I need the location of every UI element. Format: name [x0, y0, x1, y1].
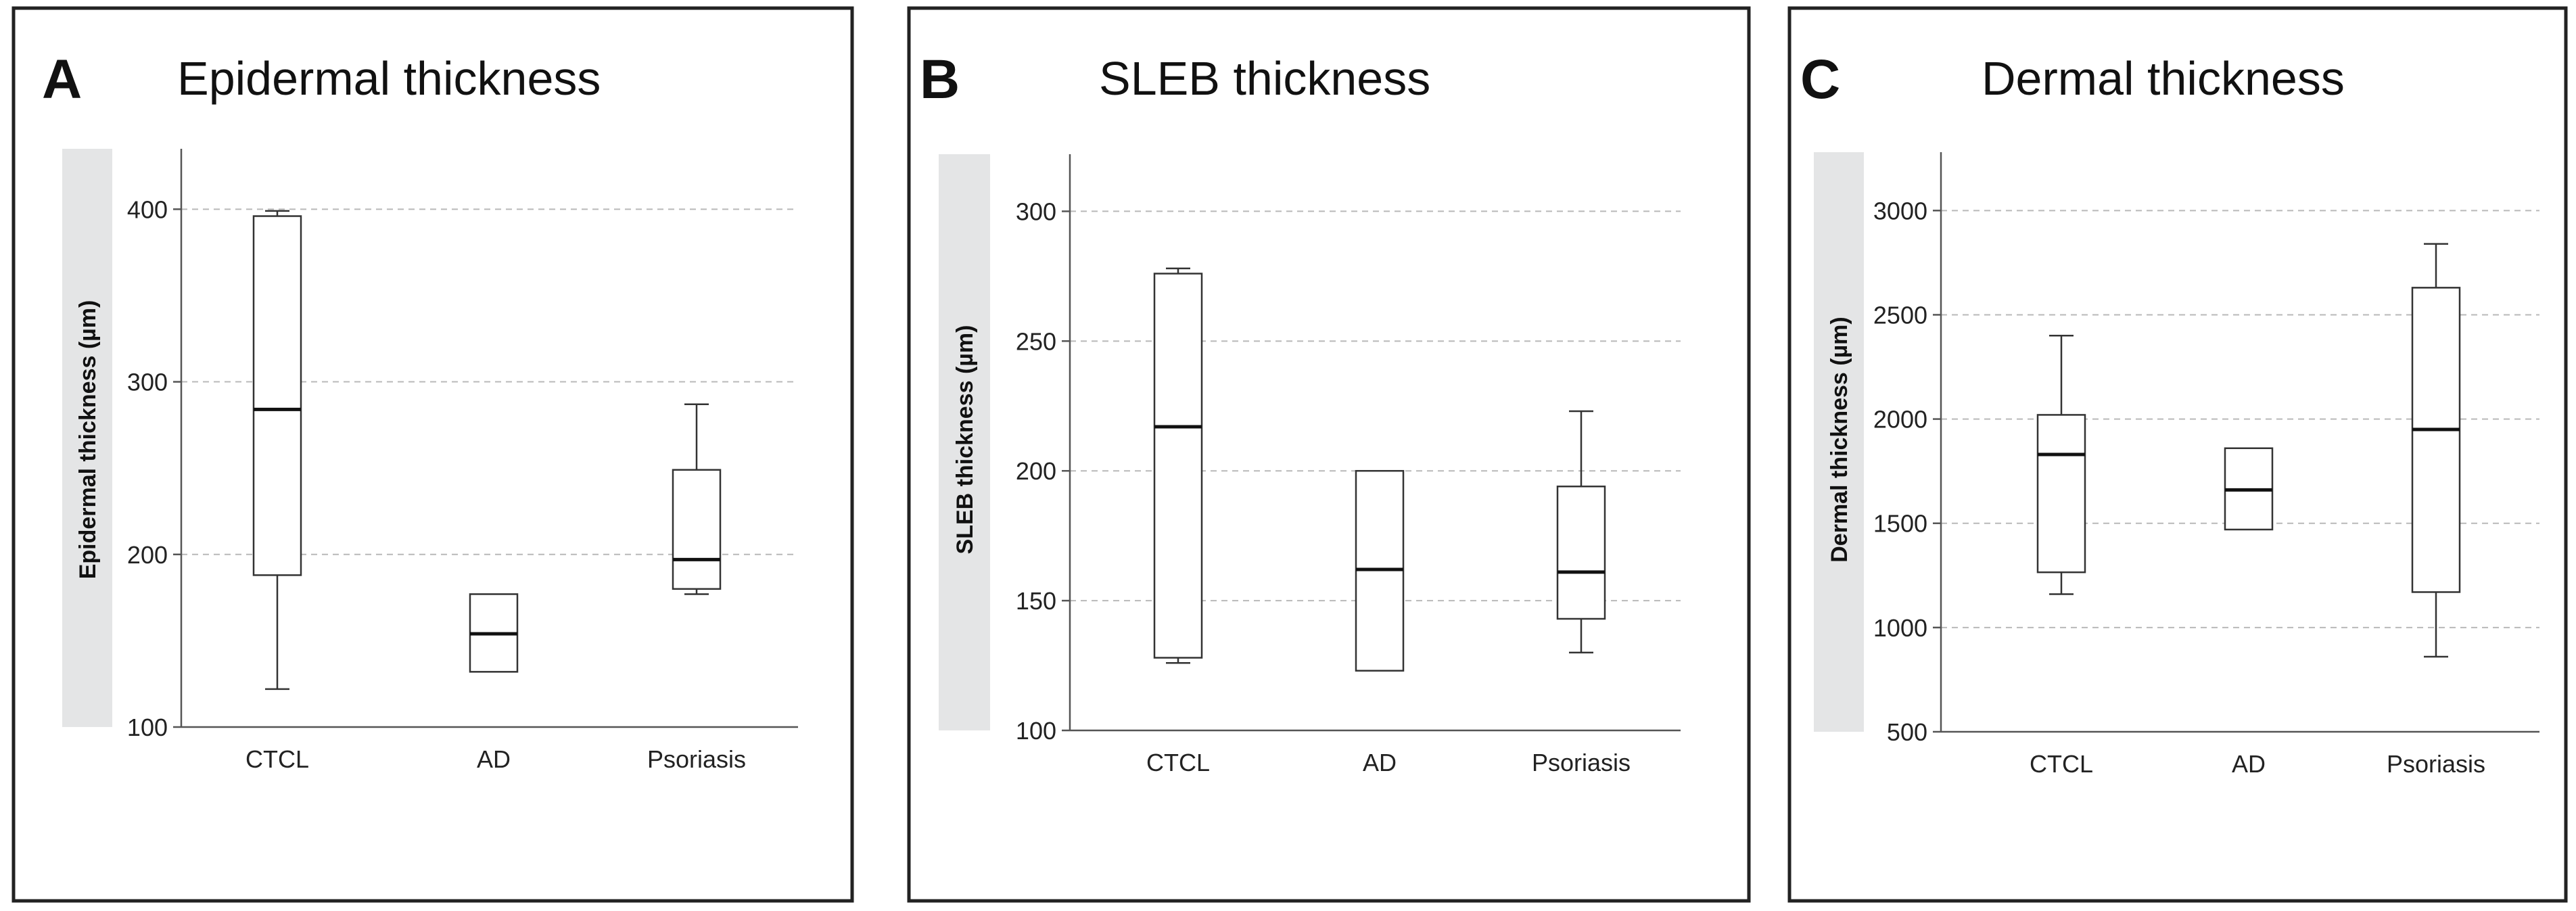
panel-b-y-ticks: 100 150 200 250 300	[1016, 197, 1070, 745]
panel-c-categories: CTCL AD Psoriasis	[2030, 750, 2485, 778]
panel-a-psoriasis-box	[672, 469, 722, 590]
panel-a-y-ticks: 100 200 300 400	[127, 195, 181, 741]
panel-c-y-axis-label: Dermal thickness (µm)	[1827, 317, 1852, 563]
panel-c-boxes	[2036, 243, 2461, 658]
panel-b-category-label-psoriasis: Psoriasis	[1532, 749, 1631, 776]
panel-b-frame	[907, 6, 1751, 903]
panel-a-y-axis-label: Epidermal thickness (µm)	[75, 300, 101, 580]
panel-b-categories: CTCL AD Psoriasis	[1146, 749, 1631, 776]
panel-b-ylabel-background	[939, 154, 990, 730]
panel-a-ctcl-box	[252, 215, 302, 576]
panel-b-category-label-ctcl: CTCL	[1146, 749, 1210, 776]
panel-a-category-label-psoriasis: Psoriasis	[647, 745, 746, 773]
panel-a-category-label-ctcl: CTCL	[245, 745, 309, 773]
panel-a-y-tick-label-200: 200	[127, 541, 168, 569]
panel-b-y-axis-label: SLEB thickness (µm)	[952, 325, 978, 555]
panel-c-category-label-psoriasis: Psoriasis	[2387, 750, 2485, 778]
panel-b-category-label-ad: AD	[1363, 749, 1397, 776]
panel-b-y-tick-label-100: 100	[1016, 717, 1056, 745]
panel-a-letter: A	[42, 49, 82, 110]
panel-b-title: SLEB thickness	[1099, 52, 1430, 105]
panel-b-y-tick-label-150: 150	[1016, 587, 1056, 615]
panel-c-category-label-ctcl: CTCL	[2030, 750, 2093, 778]
panel-c-y-ticks: 500 1000 1500 2000 2500 3000	[1873, 197, 1941, 746]
panel-c-ylabel-background	[1814, 152, 1864, 732]
panel-b-y-tick-label-300: 300	[1016, 197, 1056, 225]
panel-c-y-tick-label-1500: 1500	[1873, 510, 1927, 538]
panel-a-title: Epidermal thickness	[177, 52, 601, 105]
panel-c-ctcl-box	[2036, 414, 2086, 574]
panel-a-ylabel-background	[62, 149, 112, 727]
panel-a-categories: CTCL AD Psoriasis	[245, 745, 746, 773]
panel-b-boxes	[1153, 267, 1606, 672]
panel-a: A Epidermal thickness Epidermal thicknes…	[11, 6, 854, 903]
panel-c-y-tick-label-2000: 2000	[1873, 406, 1927, 434]
panel-b-y-tick-label-250: 250	[1016, 327, 1056, 355]
panel-b-ctcl-box	[1153, 273, 1203, 659]
panel-c-y-tick-label-2500: 2500	[1873, 301, 1927, 329]
panel-a-category-label-ad: AD	[477, 745, 511, 773]
panel-b-y-tick-label-200: 200	[1016, 457, 1056, 485]
panel-c-y-tick-label-3000: 3000	[1873, 197, 1927, 225]
panel-a-y-tick-label-300: 300	[127, 369, 168, 396]
panel-c-y-tick-label-500: 500	[1887, 718, 1927, 746]
panel-c: C Dermal thickness Dermal thickness (µm)…	[1787, 6, 2568, 903]
panel-b-psoriasis-box	[1556, 485, 1606, 620]
panel-a-frame	[11, 6, 854, 903]
panel-a-y-tick-label-400: 400	[127, 195, 168, 223]
panel-c-letter: C	[1800, 49, 1840, 110]
panel-b: B SLEB thickness SLEB thickness (µm) 100…	[907, 6, 1751, 903]
panel-c-category-label-ad: AD	[2232, 750, 2266, 778]
panel-a-y-tick-label-100: 100	[127, 714, 168, 741]
panel-b-letter: B	[920, 49, 960, 110]
panel-c-title: Dermal thickness	[1982, 52, 2345, 105]
panel-c-psoriasis-box	[2411, 287, 2461, 593]
panel-c-y-tick-label-1000: 1000	[1873, 614, 1927, 642]
panel-a-boxes	[252, 210, 722, 691]
